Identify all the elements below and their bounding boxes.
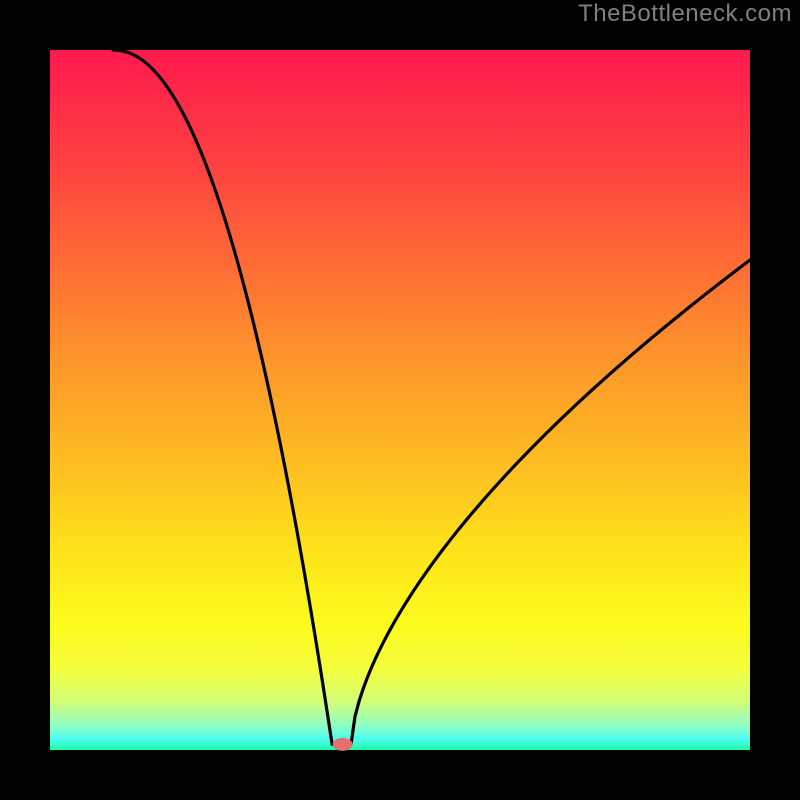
plot-background [50, 50, 750, 750]
valley-marker [333, 738, 353, 751]
watermark-text: TheBottleneck.com [578, 0, 792, 28]
chart-stage: TheBottleneck.com [0, 0, 800, 800]
bottleneck-chart [0, 0, 800, 800]
